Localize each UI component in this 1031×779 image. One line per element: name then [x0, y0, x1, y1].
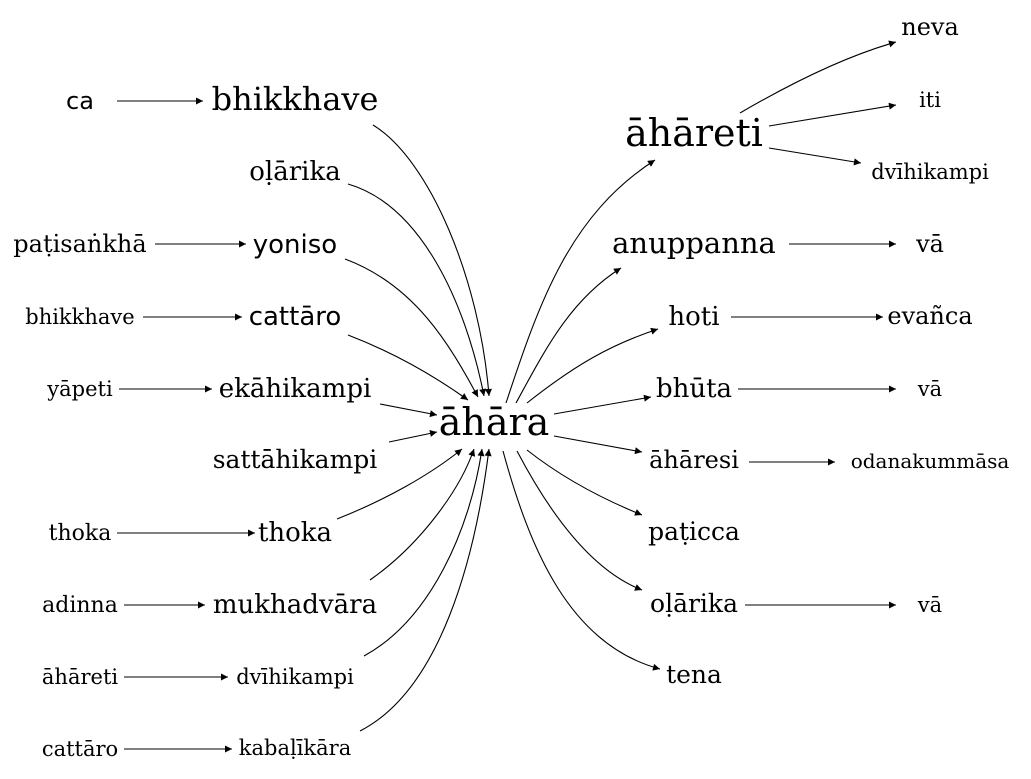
node-right-0: āhāreti [625, 111, 763, 155]
node-left-target-8: dvīhikampi [236, 665, 354, 689]
node-right-2-child-0: evañca [887, 302, 972, 330]
edge-cattaro-ahara [347, 334, 469, 401]
node-right-0-child-2: dvīhikampi [871, 160, 989, 184]
node-left-target-5: sattāhikampi [213, 445, 378, 474]
edge-yoniso-ahara [344, 258, 479, 398]
edge-dvihikampi-ahara [363, 448, 485, 657]
node-left-target-9: kabaḷīkāra [239, 736, 351, 760]
node-left-source-0: ca [66, 87, 94, 115]
edge-ahara-tena [502, 450, 661, 671]
node-left-source-2: paṭisaṅkhā [13, 230, 146, 258]
node-left-source-9: cattāro [42, 737, 118, 761]
edge-bhikkhave-ahara [372, 124, 492, 397]
node-left-source-7: adinna [42, 593, 118, 618]
edge-ahareti-neva [739, 40, 897, 114]
edge-sattahikampi-ahara [388, 430, 438, 443]
node-left-source-3: bhikkhave [25, 305, 134, 329]
edge-mukhadvara-ahara [369, 448, 476, 581]
edge-ahara-anuppanna [515, 267, 622, 404]
node-left-source-4: yāpeti [46, 377, 113, 401]
edge-olarika-ahara [347, 183, 487, 397]
node-right-3: bhūta [656, 374, 732, 404]
edge-ekahikampi-ahara [379, 403, 438, 418]
node-right-2: hoti [668, 302, 719, 332]
node-right-0-child-1: iti [919, 88, 941, 112]
node-left-source-8: āhāreti [42, 665, 118, 689]
edge-ahara-hoti [526, 327, 659, 404]
node-right-7: tena [666, 660, 722, 689]
node-left-target-1: oḷārika [249, 157, 340, 187]
node-right-0-child-0: neva [901, 13, 959, 41]
edge-ahara-bhuta [553, 394, 652, 415]
edge-ahareti-iti [768, 102, 897, 127]
node-right-5: paṭicca [648, 517, 740, 546]
node-left-target-3: cattāro [249, 302, 342, 332]
right-edges [502, 40, 897, 671]
node-right-4: āhāresi [649, 446, 739, 474]
edge-ahara-ahareti [505, 159, 656, 404]
node-right-3-child-0: vā [917, 377, 942, 401]
node-left-source-6: thoka [49, 521, 112, 546]
edge-ahara-aharesi [553, 435, 643, 455]
edge-ahara-paticca [526, 449, 643, 516]
edge-thoka-ahara [336, 448, 463, 520]
edge-ahareti-dvihikampi-r [768, 147, 862, 166]
node-left-target-2: yoniso [253, 230, 337, 260]
edge-ahara-olarika [516, 450, 643, 591]
left-edges [117, 97, 492, 753]
edge-kabalikara-ahara [359, 448, 492, 732]
node-right-6-child-0: vā [917, 593, 942, 617]
node-center: āhāra [439, 400, 550, 444]
node-left-target-4: ekāhikampi [219, 374, 372, 404]
node-right-1: anuppanna [612, 226, 776, 260]
node-right-4-child-0: odanakummāsa [851, 449, 1010, 473]
node-right-1-child-0: vā [915, 230, 944, 258]
node-right-6: oḷārika [650, 589, 738, 618]
node-left-target-0: bhikkhave [212, 80, 379, 118]
nodes: āhāra ca paṭisaṅkhā bhikkhave yāpeti tho… [13, 13, 1009, 761]
node-left-target-7: mukhadvāra [213, 590, 377, 620]
node-left-target-6: thoka [258, 518, 332, 548]
